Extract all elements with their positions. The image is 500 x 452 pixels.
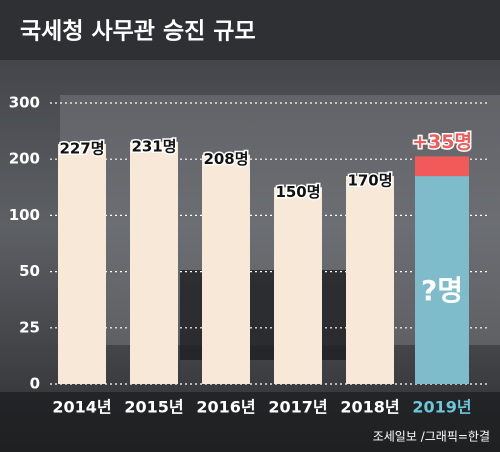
bar: [202, 154, 250, 384]
y-tick-label: 0: [30, 375, 40, 393]
bar: [274, 187, 322, 384]
x-tick-label: 2019년: [412, 398, 471, 417]
x-tick-label: 2015년: [124, 398, 183, 417]
value-label: 231명: [131, 137, 176, 155]
y-tick-label: 50: [19, 262, 40, 280]
source: 조세일보 /그래픽=한결: [373, 430, 490, 444]
value-label: 150명: [275, 183, 320, 201]
x-tick-label: 2017년: [268, 398, 327, 417]
y-tick-label: 25: [19, 318, 40, 336]
x-tick-label: 2018년: [340, 398, 399, 417]
bar: [346, 176, 394, 384]
y-tick-label: 100: [9, 206, 40, 224]
bar: [130, 141, 178, 384]
title-band: [0, 0, 500, 60]
value-label: 208명: [203, 150, 248, 168]
x-tick-label: 2014년: [52, 398, 111, 417]
x-tick-label: 2016년: [196, 398, 255, 417]
bar: [58, 144, 106, 384]
value-label: 170명: [347, 172, 392, 190]
value-label: 227명: [59, 140, 104, 158]
y-tick-label: 300: [9, 94, 40, 112]
bar: [415, 176, 469, 384]
chart-title: 국세청 사무관 승진 규모: [20, 19, 256, 45]
y-tick-label: 200: [9, 150, 40, 168]
value-label: ?명: [421, 274, 463, 307]
ground: [0, 392, 500, 452]
value-label: +35명: [412, 131, 472, 153]
bar: [415, 156, 469, 177]
